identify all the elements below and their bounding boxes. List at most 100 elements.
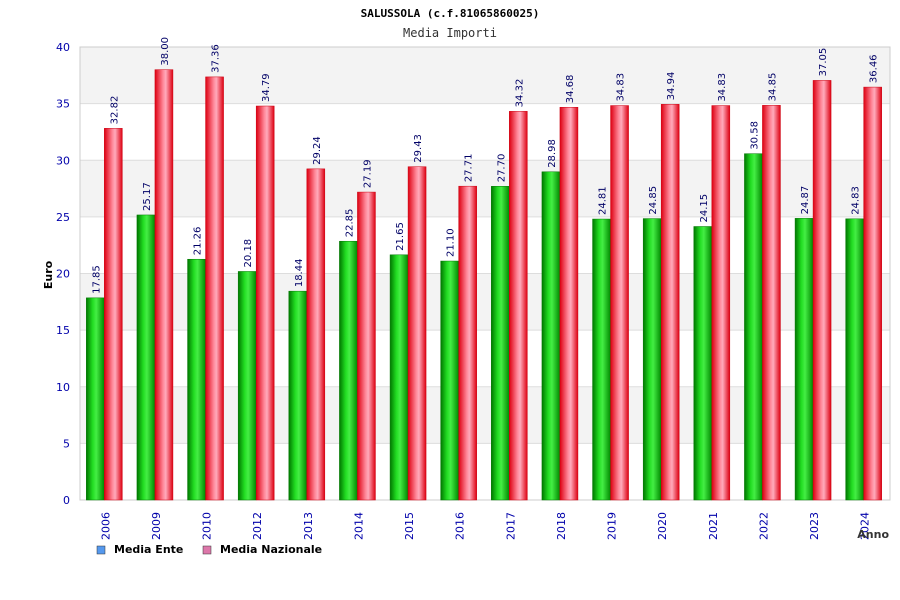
bar-value-label: 37.05 — [818, 48, 829, 77]
bar-value-label: 20.18 — [243, 239, 254, 268]
bar-value-label: 34.68 — [565, 75, 576, 104]
bar-media-ente-2019 — [592, 218, 611, 501]
bar-value-label: 34.83 — [616, 73, 627, 102]
x-tick-label: 2012 — [251, 512, 264, 540]
bar-value-label: 24.15 — [699, 194, 710, 223]
bar-value-label: 24.81 — [598, 186, 609, 215]
bar-media-nazionale-2020 — [660, 104, 680, 501]
bar-value-label: 36.46 — [869, 54, 880, 83]
bar-media-nazionale-2012 — [255, 105, 275, 501]
bar-media-ente-2010 — [187, 258, 206, 501]
bar-value-label: 24.83 — [851, 186, 862, 215]
bar-value-label: 24.87 — [800, 186, 811, 215]
legend-label-media-nazionale: Media Nazionale — [220, 543, 322, 556]
bar-value-label: 24.85 — [648, 186, 659, 215]
bar-media-ente-2015 — [389, 254, 409, 501]
x-tick-label: 2014 — [352, 512, 365, 540]
bar-media-nazionale-2023 — [812, 80, 832, 501]
y-tick-label: 35 — [56, 98, 70, 111]
bar-value-label: 28.98 — [547, 139, 558, 168]
bar-value-label: 21.10 — [446, 228, 457, 257]
bar-value-label: 34.32 — [514, 79, 525, 108]
bar-value-label: 29.24 — [312, 136, 323, 165]
x-axis: 2006 2009 2010 2012 2013 2014 2015 2016 2017 2018… — [99, 512, 871, 540]
bar-value-label: 34.83 — [717, 73, 728, 102]
y-tick-label: 0 — [63, 494, 70, 507]
bar-media-nazionale-2018 — [559, 106, 579, 501]
bar-value-label: 21.65 — [395, 222, 406, 251]
bar-media-nazionale-2021 — [711, 105, 731, 501]
x-tick-label: 2019 — [606, 512, 619, 540]
y-axis: 0 5 10 15 20 25 30 35 40 — [56, 41, 70, 507]
x-tick-label: 2018 — [555, 512, 568, 540]
bar-value-label: 22.85 — [344, 209, 355, 238]
x-tick-label: 2020 — [656, 512, 669, 540]
bar-media-ente-2017 — [491, 186, 510, 501]
y-tick-label: 40 — [56, 41, 70, 54]
chart-subtitle: Media Importi — [403, 26, 497, 40]
bar-value-label: 32.82 — [109, 96, 120, 125]
chart-title: SALUSSOLA (c.f.81065860025) — [361, 7, 540, 20]
x-tick-label: 2010 — [201, 512, 214, 540]
bars — [86, 69, 882, 501]
bar-value-label: 29.43 — [413, 134, 424, 163]
x-tick-label: 2017 — [504, 512, 517, 540]
bar-media-ente-2006 — [86, 297, 105, 501]
bar-media-nazionale-2014 — [357, 191, 376, 501]
x-tick-label: 2015 — [403, 512, 416, 540]
x-tick-label: 2023 — [808, 512, 821, 540]
bar-media-nazionale-2009 — [154, 69, 174, 501]
bar-media-nazionale-2019 — [610, 105, 629, 501]
bar-media-ente-2016 — [440, 260, 459, 501]
bar-media-ente-2022 — [744, 153, 763, 501]
x-tick-label: 2013 — [302, 512, 315, 540]
legend: Media Ente Media Nazionale — [96, 543, 322, 556]
y-tick-label: 30 — [56, 154, 70, 167]
bar-media-ente-2009 — [136, 214, 156, 501]
bar-media-ente-2020 — [642, 218, 662, 501]
x-tick-label: 2024 — [859, 512, 872, 540]
legend-swatch-media-nazionale — [202, 545, 212, 555]
bar-value-label: 25.17 — [142, 182, 153, 211]
bar-value-label: 34.79 — [261, 73, 272, 102]
bar-media-ente-2012 — [237, 271, 257, 501]
bar-value-label: 17.85 — [91, 265, 102, 294]
legend-swatch-media-ente — [96, 545, 106, 555]
bar-value-label: 37.36 — [211, 44, 222, 73]
bar-media-ente-2024 — [845, 218, 864, 501]
bar-value-label: 18.44 — [294, 259, 305, 288]
x-tick-label: 2009 — [150, 512, 163, 540]
bar-media-ente-2021 — [693, 226, 713, 501]
bar-value-label: 30.58 — [749, 121, 760, 150]
y-tick-label: 5 — [63, 437, 70, 450]
bar-value-label: 38.00 — [160, 37, 171, 66]
x-tick-label: 2022 — [757, 512, 770, 540]
x-tick-label: 2016 — [454, 512, 467, 540]
legend-label-media-ente: Media Ente — [114, 543, 183, 556]
bar-media-nazionale-2024 — [863, 86, 882, 501]
x-axis-label: Anno — [857, 528, 889, 541]
y-tick-label: 20 — [56, 268, 70, 281]
y-tick-label: 25 — [56, 211, 70, 224]
bar-value-label: 34.94 — [666, 72, 677, 101]
bar-media-nazionale-2022 — [762, 105, 781, 501]
bar-value-label: 34.85 — [767, 73, 778, 102]
bar-value-label: 21.26 — [193, 227, 204, 256]
bar-media-ente-2018 — [541, 171, 561, 501]
bar-value-labels: 17.85 32.82 25.17 38.00 21.26 37.36 20.18 34.79… — [91, 37, 879, 294]
bar-media-nazionale-2006 — [104, 128, 123, 501]
bar-media-nazionale-2013 — [306, 168, 326, 501]
bar-media-nazionale-2010 — [205, 76, 224, 501]
y-tick-label: 15 — [56, 324, 70, 337]
bar-media-ente-2023 — [794, 218, 814, 501]
bar-media-ente-2013 — [288, 290, 308, 501]
bar-media-nazionale-2015 — [407, 166, 427, 501]
y-axis-label: Euro — [42, 260, 55, 289]
plot-border — [79, 46, 891, 501]
y-tick-label: 10 — [56, 381, 70, 394]
bar-value-label: 27.71 — [464, 154, 475, 183]
bar-media-ente-2014 — [339, 240, 358, 501]
bar-value-label: 27.70 — [496, 154, 507, 183]
x-tick-label: 2021 — [707, 512, 720, 540]
